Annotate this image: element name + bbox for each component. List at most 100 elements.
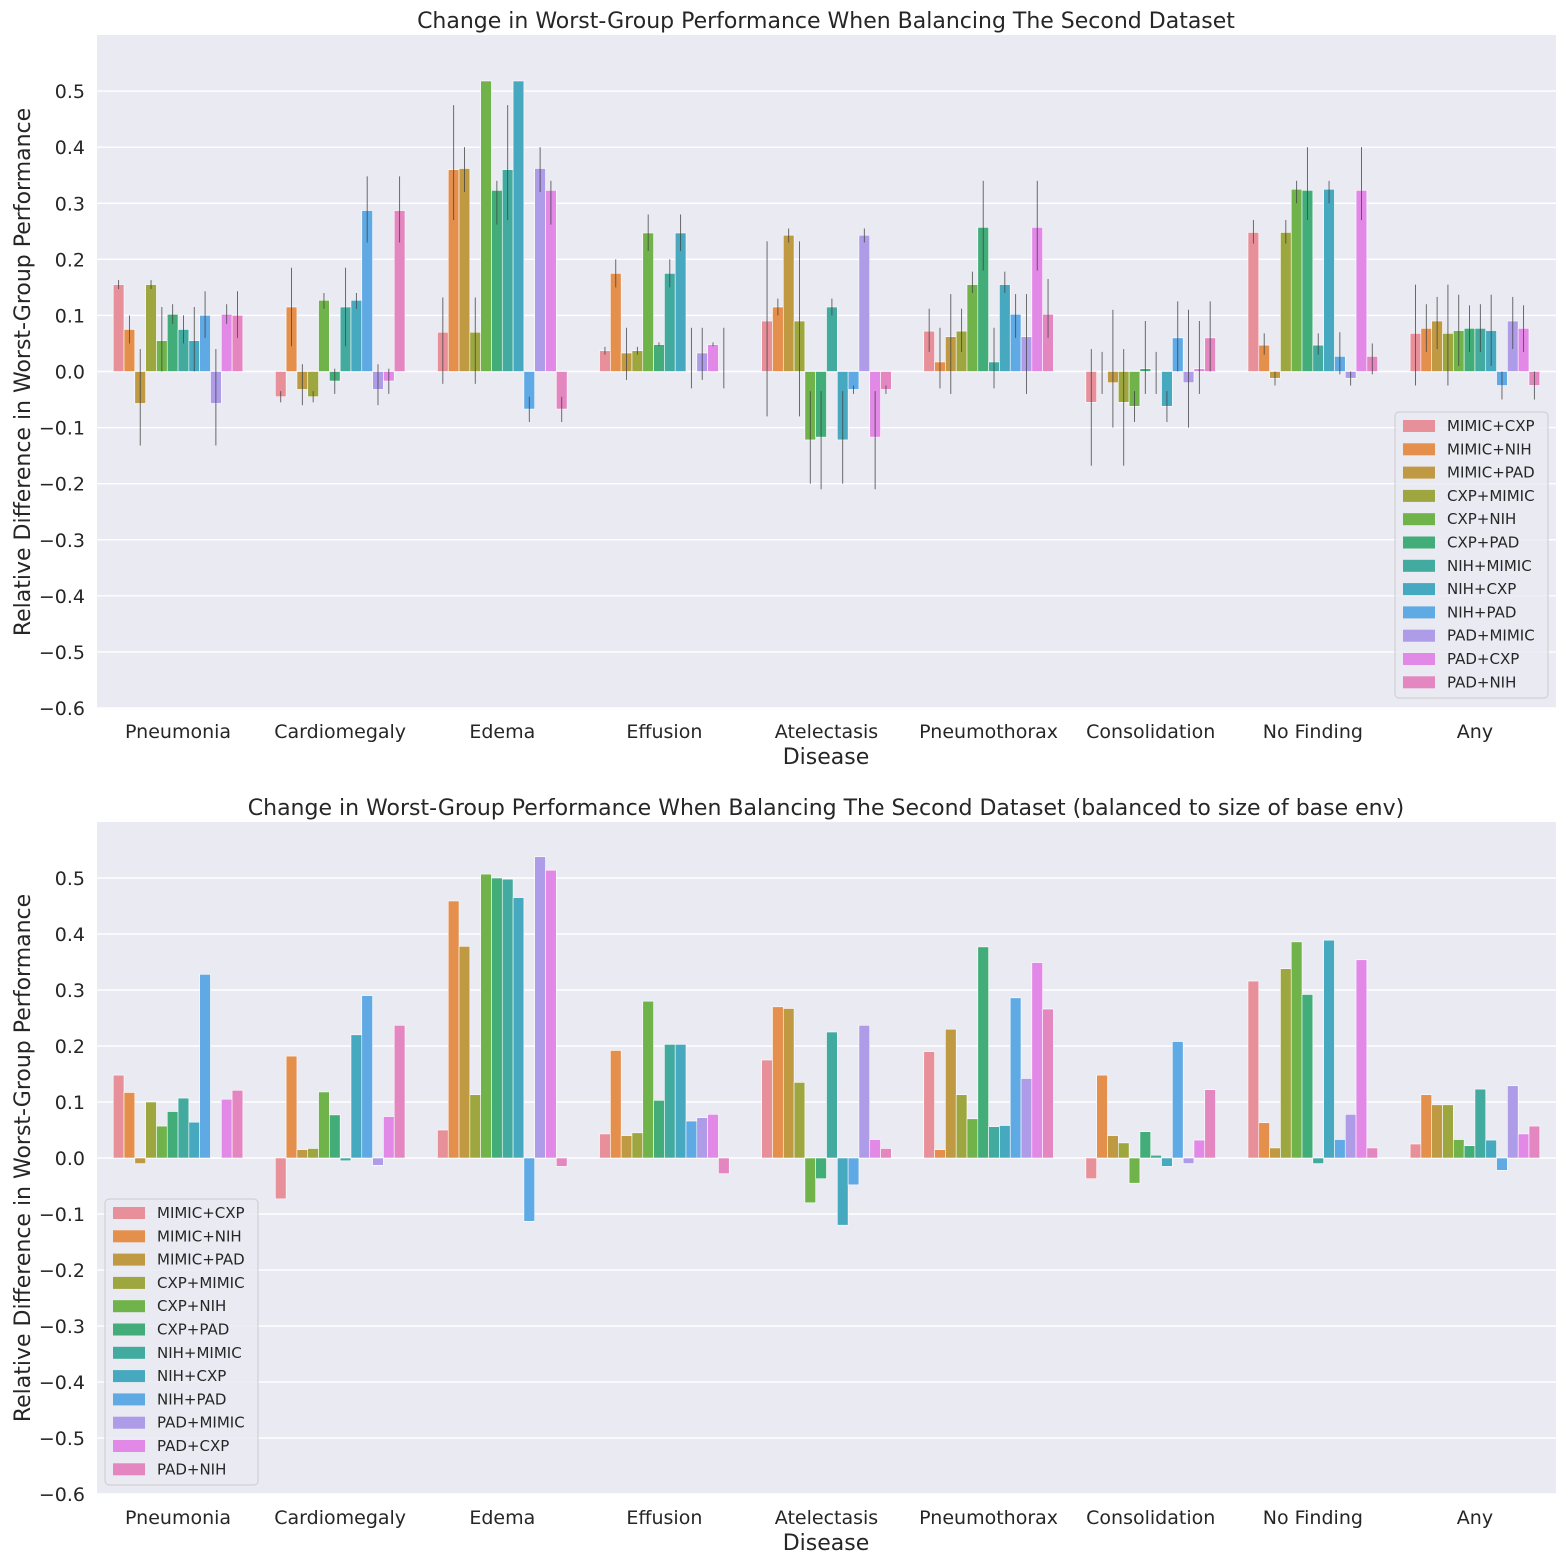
bottom-bar-edema-cxp-nih bbox=[480, 873, 492, 1159]
bottom-x-tick-pneumonia: Pneumonia bbox=[125, 1507, 231, 1529]
top-bar-effusion-nih-mimic bbox=[664, 273, 676, 372]
bottom-bar-effusion-cxp-pad bbox=[653, 1100, 665, 1159]
top-bar-edema-mimic-pad bbox=[458, 168, 471, 372]
bottom-bar-pneumonia-nih-pad bbox=[199, 974, 211, 1159]
bottom-bar-edema-mimic-cxp bbox=[437, 1129, 449, 1159]
bottom-bar-any-pad-mimic bbox=[1507, 1085, 1519, 1159]
bottom-bar-atelectasis-nih-cxp bbox=[837, 1157, 849, 1226]
bottom-bar-atelectasis-cxp-pad bbox=[815, 1157, 827, 1180]
bottom-bar-effusion-mimic-cxp bbox=[599, 1133, 611, 1159]
bottom-bar-cardiomegaly-pad-cxp bbox=[383, 1116, 395, 1159]
top-legend-label-mimic-nih: MIMIC+NIH bbox=[1447, 440, 1532, 458]
bottom-bar-pneumonia-mimic-nih bbox=[123, 1092, 136, 1159]
bottom-y-tick-label: 0.1 bbox=[55, 1092, 85, 1114]
top-x-tick-effusion: Effusion bbox=[626, 721, 702, 743]
bottom-bar-atelectasis-nih-mimic bbox=[826, 1031, 838, 1159]
bottom-bar-edema-nih-mimic bbox=[501, 878, 514, 1159]
bottom-legend-label-cxp-mimic: CXP+MIMIC bbox=[157, 1274, 245, 1292]
bottom-x-tick-atelectasis: Atelectasis bbox=[775, 1507, 878, 1529]
bottom-bar-pneumonia-pad-mimic bbox=[210, 1157, 222, 1159]
top-x-ticks: Pneumonia Cardiomegaly Edema Effusion Atelec… bbox=[125, 721, 1493, 743]
bottom-bar-any-nih-mimic bbox=[1474, 1088, 1487, 1159]
top-legend-label-pad-nih: PAD+NIH bbox=[1447, 673, 1516, 691]
bottom-bar-atelectasis-mimic-cxp bbox=[761, 1059, 773, 1159]
top-y-tick-label: −0.2 bbox=[39, 474, 85, 496]
bottom-legend-label-mimic-nih: MIMIC+NIH bbox=[157, 1227, 242, 1245]
bottom-legend-swatch-nih-cxp bbox=[113, 1370, 145, 1383]
bottom-bar-any-nih-cxp bbox=[1485, 1139, 1497, 1159]
bottom-bar-pneumonia-nih-cxp bbox=[188, 1121, 200, 1159]
bottom-legend-label-pad-mimic: PAD+MIMIC bbox=[157, 1414, 245, 1432]
top-legend-swatch-nih-cxp bbox=[1403, 583, 1435, 596]
bottom-x-axis-label: Disease bbox=[783, 1531, 870, 1556]
bottom-bar-effusion-mimic-pad bbox=[620, 1135, 633, 1159]
bottom-legend-swatch-mimic-pad bbox=[113, 1253, 145, 1266]
bottom-bar-effusion-pad-nih bbox=[718, 1157, 730, 1174]
bottom-y-tick-label: −0.1 bbox=[39, 1204, 85, 1226]
bottom-bar-pneumonia-cxp-pad bbox=[166, 1111, 179, 1159]
bottom-bar-atelectasis-cxp-mimic bbox=[793, 1082, 806, 1159]
bottom-bar-atelectasis-pad-mimic bbox=[858, 1024, 871, 1159]
bottom-legend-label-mimic-pad: MIMIC+PAD bbox=[157, 1251, 245, 1269]
bottom-legend-swatch-cxp-mimic bbox=[113, 1276, 145, 1289]
bottom-legend-swatch-nih-mimic bbox=[113, 1346, 145, 1359]
bottom-bar-no-finding-nih-cxp bbox=[1323, 939, 1335, 1159]
top-x-tick-pneumonia: Pneumonia bbox=[125, 721, 231, 743]
top-legend-swatch-pad-cxp bbox=[1403, 653, 1435, 665]
bottom-bar-no-finding-pad-cxp bbox=[1355, 959, 1368, 1159]
top-y-ticks: −0.6 −0.5 −0.4 −0.3 −0.2 −0.1 0.0 0.1 0.2 0.3 0.4 0… bbox=[39, 81, 85, 720]
bottom-bar-pneumothorax-cxp-nih bbox=[966, 1118, 979, 1159]
top-y-tick-label: −0.5 bbox=[39, 642, 85, 664]
bottom-bar-pneumonia-mimic-pad bbox=[134, 1157, 146, 1164]
bottom-bar-cardiomegaly-nih-mimic bbox=[339, 1157, 352, 1162]
top-x-tick-no-finding: No Finding bbox=[1263, 721, 1363, 743]
bottom-bar-pneumonia-pad-nih bbox=[231, 1089, 244, 1159]
bottom-bar-consolidation-cxp-mimic bbox=[1118, 1142, 1130, 1159]
top-bar-pneumonia-mimic-cxp bbox=[112, 284, 125, 372]
bottom-bar-no-finding-cxp-nih bbox=[1290, 941, 1303, 1159]
bottom-legend: MIMIC+CXP MIMIC+NIH MIMIC+PAD CXP+MIMIC CXP+… bbox=[104, 1198, 259, 1486]
bottom-bar-no-finding-mimic-cxp bbox=[1247, 980, 1260, 1159]
bottom-legend-label-pad-nih: PAD+NIH bbox=[157, 1460, 226, 1478]
top-legend-label-pad-mimic: PAD+MIMIC bbox=[1447, 627, 1535, 645]
top-legend-swatch-mimic-pad bbox=[1403, 466, 1435, 479]
bottom-bar-pneumothorax-nih-pad bbox=[1009, 997, 1022, 1159]
bottom-bar-cardiomegaly-nih-pad bbox=[361, 995, 373, 1159]
bottom-legend-label-nih-pad: NIH+PAD bbox=[157, 1390, 226, 1408]
bottom-bar-any-pad-cxp bbox=[1517, 1133, 1530, 1159]
top-bar-no-finding-mimic-cxp bbox=[1247, 232, 1260, 372]
bottom-x-tick-any: Any bbox=[1457, 1507, 1493, 1529]
bottom-x-ticks: Pneumonia Cardiomegaly Edema Effusion Atelec… bbox=[125, 1507, 1493, 1529]
bottom-bar-edema-cxp-mimic bbox=[469, 1094, 481, 1159]
bottom-bar-no-finding-nih-pad bbox=[1334, 1139, 1346, 1159]
top-legend-swatch-nih-mimic bbox=[1403, 559, 1435, 572]
bottom-bar-pneumothorax-mimic-cxp bbox=[923, 1051, 935, 1159]
top-bar-edema-pad-mimic bbox=[534, 168, 546, 372]
bottom-legend-label-nih-cxp: NIH+CXP bbox=[157, 1367, 226, 1385]
bottom-y-tick-label: −0.5 bbox=[39, 1428, 85, 1450]
bottom-bar-pneumonia-cxp-mimic bbox=[145, 1101, 157, 1159]
bottom-bar-cardiomegaly-mimic-cxp bbox=[275, 1157, 287, 1200]
bottom-bar-any-cxp-pad bbox=[1463, 1145, 1476, 1159]
top-y-tick-label: 0.3 bbox=[55, 193, 85, 215]
bottom-bar-no-finding-mimic-nih bbox=[1258, 1122, 1270, 1159]
bottom-bar-consolidation-cxp-nih bbox=[1128, 1157, 1141, 1184]
top-y-tick-label: 0.4 bbox=[55, 137, 85, 159]
bottom-bar-consolidation-mimic-nih bbox=[1096, 1074, 1108, 1159]
bottom-bar-consolidation-pad-cxp bbox=[1193, 1139, 1206, 1159]
bottom-bar-no-finding-pad-nih bbox=[1366, 1147, 1378, 1159]
bottom-legend-swatch-cxp-nih bbox=[113, 1300, 145, 1313]
top-y-tick-label: −0.6 bbox=[39, 698, 85, 720]
top-bar-pneumothorax-cxp-nih bbox=[966, 284, 979, 372]
top-x-tick-edema: Edema bbox=[469, 721, 535, 743]
bottom-bar-effusion-pad-mimic bbox=[696, 1117, 708, 1159]
bottom-bar-pneumothorax-nih-mimic bbox=[988, 1126, 1000, 1159]
bottom-y-tick-label: 0.2 bbox=[55, 1036, 85, 1058]
bottom-x-tick-pneumothorax: Pneumothorax bbox=[919, 1507, 1058, 1529]
top-legend-swatch-pad-nih bbox=[1403, 676, 1435, 689]
bottom-bar-pneumothorax-pad-nih bbox=[1042, 1008, 1054, 1159]
bottom-bar-pneumonia-nih-mimic bbox=[177, 1097, 190, 1159]
bottom-bar-edema-nih-cxp bbox=[512, 897, 525, 1159]
bottom-bar-pneumonia-mimic-cxp bbox=[112, 1074, 125, 1159]
